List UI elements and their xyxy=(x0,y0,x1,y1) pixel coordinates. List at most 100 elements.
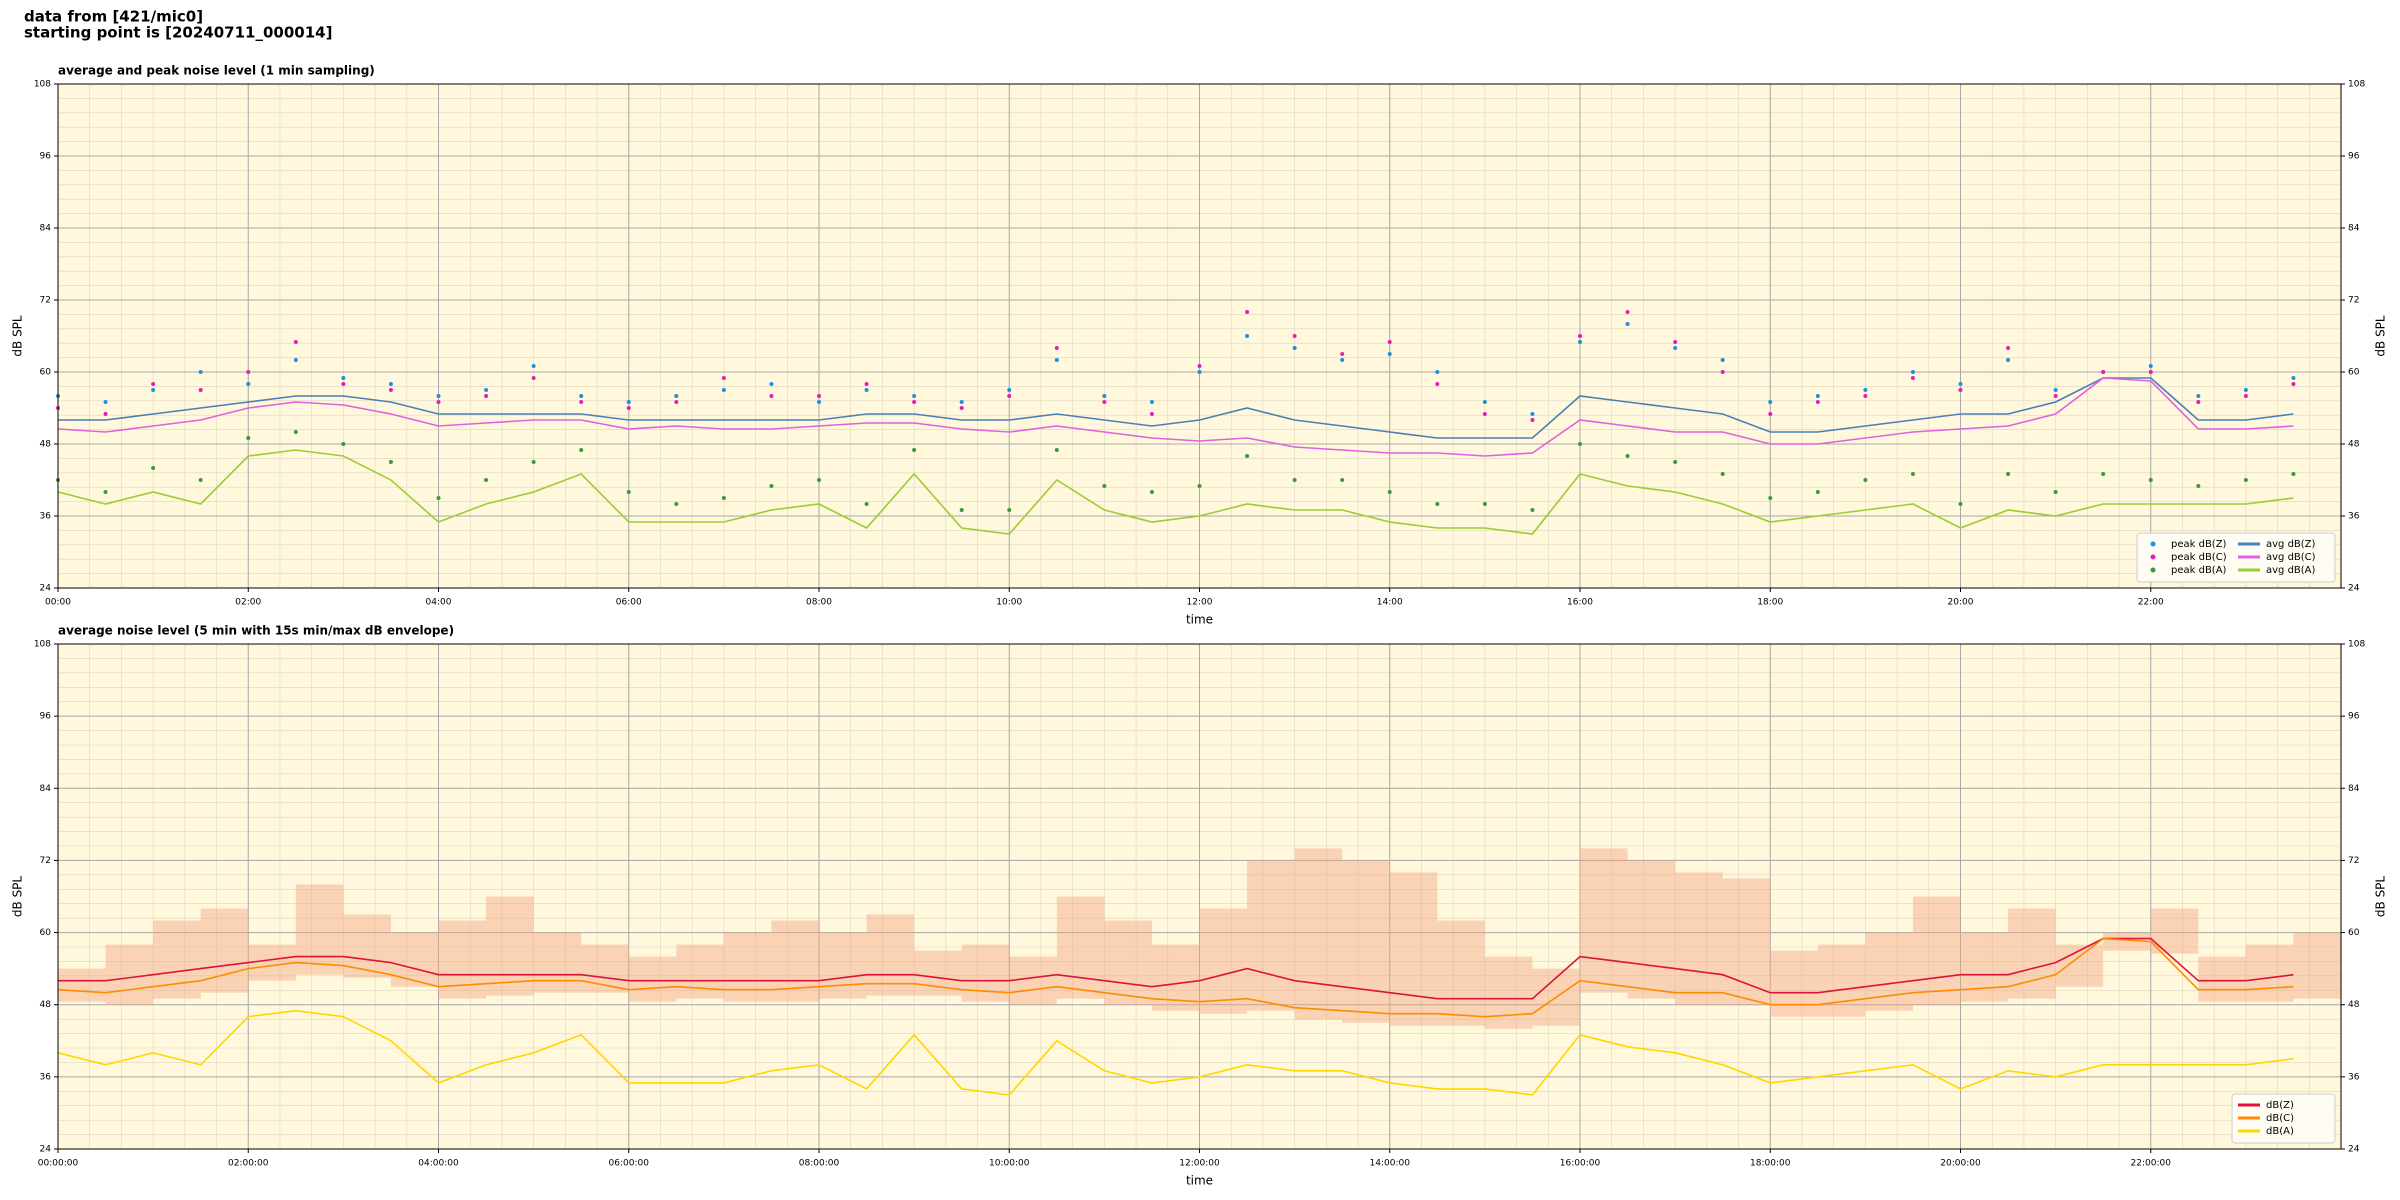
peak-point xyxy=(1435,382,1440,386)
y-tick-label: 96 xyxy=(2348,712,2360,722)
envelope-bar xyxy=(961,944,1010,1002)
peak-point xyxy=(2006,472,2011,476)
y-tick-label: 108 xyxy=(34,640,51,650)
envelope-bar xyxy=(295,884,344,975)
peak-point xyxy=(531,376,536,380)
peak-point xyxy=(1910,370,1915,374)
envelope-bar xyxy=(819,932,867,999)
envelope-bar xyxy=(153,920,201,999)
peak-point xyxy=(531,364,536,368)
peak-point xyxy=(1768,496,1773,500)
peak-point xyxy=(674,394,679,398)
y-tick-label: 84 xyxy=(40,784,52,794)
peak-point xyxy=(1149,412,1154,416)
peak-point xyxy=(817,478,821,482)
envelope-bar xyxy=(2008,908,2056,999)
peak-point xyxy=(1815,394,1820,398)
peak-point xyxy=(293,340,298,344)
peak-point xyxy=(2053,490,2058,494)
envelope-bar xyxy=(1056,896,1105,999)
peak-point xyxy=(1149,400,1154,404)
peak-point xyxy=(674,400,679,404)
peak-point xyxy=(293,430,298,434)
y-tick-label: 96 xyxy=(2348,152,2360,162)
peak-point xyxy=(1863,478,1868,482)
peak-point xyxy=(246,382,251,386)
peak-point xyxy=(484,394,489,398)
peak-point xyxy=(674,502,679,506)
peak-point xyxy=(579,394,584,398)
y-tick-label: 36 xyxy=(40,1072,52,1082)
peak-point xyxy=(721,388,726,392)
peak-point xyxy=(1530,508,1535,512)
peak-point xyxy=(1340,478,1345,482)
peak-point xyxy=(1245,454,1250,458)
peak-point xyxy=(1768,412,1773,416)
peak-point xyxy=(721,376,726,380)
x-tick-label: 12:00:00 xyxy=(1179,1159,1220,1169)
peak-point xyxy=(198,388,203,392)
envelope-bar xyxy=(2293,932,2341,999)
peak-point xyxy=(959,508,964,512)
peak-point xyxy=(1387,352,1392,356)
peak-point xyxy=(959,406,964,410)
plot-frame xyxy=(57,83,2342,589)
peak-point xyxy=(1007,394,1012,398)
y-tick-label: 60 xyxy=(2348,368,2360,378)
y-tick-label: 96 xyxy=(40,712,52,722)
x-tick-label: 20:00 xyxy=(1948,598,1974,608)
peak-point xyxy=(864,382,869,386)
x-tick-label: 00:00 xyxy=(45,598,71,608)
envelope-bar xyxy=(343,914,391,978)
envelope-bar xyxy=(200,908,249,993)
peak-point xyxy=(912,400,917,404)
peak-point xyxy=(1863,388,1868,392)
peak-point xyxy=(1245,310,1250,314)
peak-point xyxy=(2196,394,2201,398)
peak-point xyxy=(579,448,584,452)
chart-title: average and peak noise level (1 min samp… xyxy=(58,64,375,78)
peak-point xyxy=(1007,388,1012,392)
envelope-bar xyxy=(2245,944,2294,1002)
legend-label: dB(Z) xyxy=(2266,1100,2294,1111)
series-line xyxy=(57,449,2294,535)
y-axis-label: dB SPL xyxy=(2374,315,2388,357)
peak-point xyxy=(626,400,631,404)
y-tick-label: 36 xyxy=(2348,512,2360,522)
y-tick-label: 24 xyxy=(40,584,52,594)
header-line: data from [421/mic0] xyxy=(24,8,203,26)
envelope-bar xyxy=(248,944,296,981)
envelope-bar xyxy=(2150,908,2199,954)
envelope-bar xyxy=(1817,944,1866,1017)
series-line xyxy=(57,1009,2294,1096)
envelope-bar xyxy=(1437,920,1485,1026)
peak-point xyxy=(2101,472,2106,476)
peak-point xyxy=(1102,484,1107,488)
envelope-bar xyxy=(723,932,772,1002)
x-tick-label: 00:00:00 xyxy=(38,1159,79,1169)
peak-point xyxy=(912,448,917,452)
peak-point xyxy=(2006,358,2011,362)
peak-point xyxy=(2006,346,2011,350)
peak-point xyxy=(1387,340,1392,344)
y-tick-label: 84 xyxy=(2348,224,2360,234)
y-tick-label: 60 xyxy=(2348,928,2360,938)
x-tick-label: 18:00:00 xyxy=(1750,1159,1791,1169)
y-tick-label: 108 xyxy=(34,80,51,90)
envelope-bar xyxy=(1865,932,1913,1011)
peak-point xyxy=(2291,382,2296,386)
peak-point xyxy=(1625,310,1630,314)
y-tick-label: 84 xyxy=(2348,784,2360,794)
x-tick-label: 02:00 xyxy=(235,598,261,608)
series-line xyxy=(58,937,2294,1000)
y-tick-label: 36 xyxy=(40,512,52,522)
peak-point xyxy=(484,388,489,392)
peak-point xyxy=(1958,502,1963,506)
x-axis-label: time xyxy=(1186,613,1213,627)
peak-point xyxy=(959,400,964,404)
envelope-bar xyxy=(1675,872,1723,1005)
y-tick-label: 96 xyxy=(40,152,52,162)
x-tick-label: 08:00 xyxy=(806,598,832,608)
envelope-bar xyxy=(1294,848,1343,1020)
peak-point xyxy=(864,502,869,506)
